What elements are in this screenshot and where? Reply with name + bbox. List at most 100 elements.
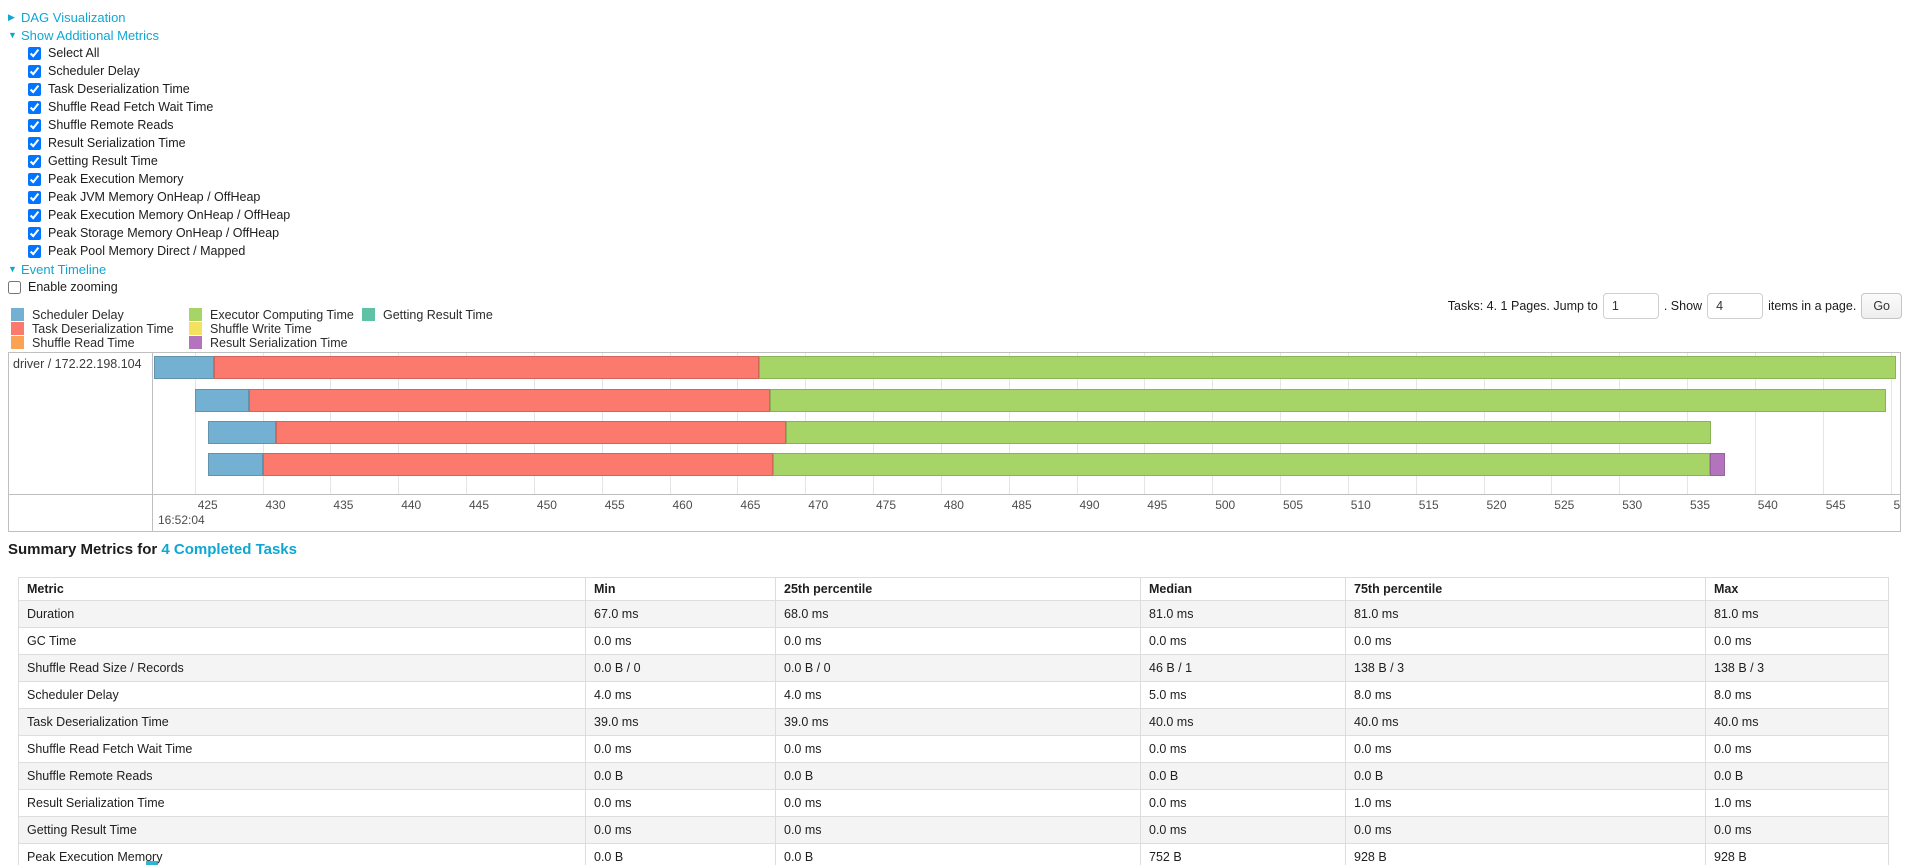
summary-table-body: Duration 67.0 ms 68.0 ms 81.0 ms 81.0 ms 81.0… xyxy=(18,600,1889,865)
event-timeline-link[interactable]: Event Timeline xyxy=(21,261,107,277)
task-pagination: Tasks: 4. 1 Pages. Jump to . Show items … xyxy=(1448,293,1902,319)
task-bar-segment-task_deserialization[interactable] xyxy=(249,388,770,412)
metric-checkbox-peak-pool-memory-direct-mapped[interactable] xyxy=(28,244,41,258)
event-timeline-toggle[interactable]: ▼ Event Timeline xyxy=(8,260,290,278)
dag-visualization-link[interactable]: DAG Visualization xyxy=(21,9,126,25)
shuffle_write-swatch-icon xyxy=(189,322,202,336)
completed-tasks-link[interactable]: 4 Completed Tasks xyxy=(161,541,297,558)
metric-value-cell: 0.0 ms xyxy=(1705,735,1889,763)
legend-entry: Task Deserialization Time xyxy=(11,322,189,336)
metric-name-cell: Task Deserialization Time xyxy=(18,708,586,736)
axis-tick-label: 465 xyxy=(740,498,761,512)
legend-column: Scheduler Delay Task Deserialization Time… xyxy=(11,308,189,350)
enable-zooming-row: Enable zooming xyxy=(8,278,290,296)
legend-label: Shuffle Write Time xyxy=(210,321,312,336)
metric-checkbox-label: Result Serialization Time xyxy=(48,136,186,150)
dag-visualization-toggle[interactable]: ▶ DAG Visualization xyxy=(8,8,290,26)
metric-value-cell: 0.0 B xyxy=(775,762,1141,790)
legend-entry: Scheduler Delay xyxy=(11,308,189,322)
metric-name-cell: Getting Result Time xyxy=(18,816,586,844)
task-bar-segment-scheduler_delay[interactable] xyxy=(154,356,214,379)
legend-entry: Getting Result Time xyxy=(362,308,493,322)
metric-checkbox-scheduler-delay[interactable] xyxy=(28,64,41,78)
metric-checkbox-task-deserialization-time[interactable] xyxy=(28,82,41,96)
summary-metrics-heading: Summary Metrics for 4 Completed Tasks xyxy=(8,541,297,558)
summary-metrics-table: Metric Min 25th percentile Median 75th perce… xyxy=(18,577,1889,865)
task-bar-segment-scheduler_delay[interactable] xyxy=(194,388,249,412)
legend-column: Executor Computing Time Shuffle Write Tim… xyxy=(189,308,362,350)
axis-tick-label: 480 xyxy=(943,498,964,512)
task-bar-segment-task_deserialization[interactable] xyxy=(213,356,760,379)
metric-value-cell: 39.0 ms xyxy=(585,708,776,736)
metric-value-cell: 0.0 B xyxy=(1345,762,1706,790)
timeline-row-label-cell: driver / 172.22.198.104 xyxy=(9,353,153,531)
metric-value-cell: 0.0 ms xyxy=(1705,627,1889,655)
axis-tick-label: 495 xyxy=(1147,498,1168,512)
metric-value-cell: 81.0 ms xyxy=(1345,600,1706,628)
metric-value-cell: 8.0 ms xyxy=(1345,681,1706,709)
task-bar-segment-task_deserialization[interactable] xyxy=(262,453,773,476)
jump-to-page-input[interactable] xyxy=(1602,293,1659,319)
axis-tick-label: 490 xyxy=(1079,498,1100,512)
metric-value-cell: 928 B xyxy=(1705,843,1889,865)
metric-checkbox-row: Getting Result Time xyxy=(28,152,290,170)
metric-checkbox-shuffle-remote-reads[interactable] xyxy=(28,118,41,132)
metric-value-cell: 67.0 ms xyxy=(585,600,776,628)
task-bar-segment-executor_computing[interactable] xyxy=(769,388,1887,412)
event-timeline-chart: driver / 172.22.198.104 425 430 435 440 445 4… xyxy=(8,352,1901,532)
metric-checkbox-result-serialization-time[interactable] xyxy=(28,136,41,150)
legend-label: Result Serialization Time xyxy=(210,335,348,350)
metric-value-cell: 752 B xyxy=(1140,843,1346,865)
metric-value-cell: 0.0 B xyxy=(1140,762,1346,790)
timeline-axis-line xyxy=(9,494,1900,495)
metric-checkbox-peak-storage-memory-onheap-offheap[interactable] xyxy=(28,226,41,240)
summary-row-duration: Duration 67.0 ms 68.0 ms 81.0 ms 81.0 ms 81.0… xyxy=(18,600,1889,628)
task-bar-segment-result_serialization[interactable] xyxy=(1710,453,1725,476)
metric-value-cell: 928 B xyxy=(1345,843,1706,865)
metric-value-cell: 0.0 ms xyxy=(775,789,1141,817)
executor_computing-swatch-icon xyxy=(189,308,202,322)
page-size-input[interactable] xyxy=(1707,293,1764,319)
axis-tick-label: 510 xyxy=(1350,498,1371,512)
metric-checkbox-peak-execution-memory-onheap-offheap[interactable] xyxy=(28,208,41,222)
metric-value-cell: 68.0 ms xyxy=(775,600,1141,628)
axis-tick-label: 525 xyxy=(1554,498,1575,512)
metric-value-cell: 8.0 ms xyxy=(1705,681,1889,709)
metric-value-cell: 0.0 ms xyxy=(1345,816,1706,844)
metric-checkbox-row: Peak Execution Memory xyxy=(28,170,290,188)
metric-checkbox-peak-jvm-memory-onheap-offheap[interactable] xyxy=(28,190,41,204)
metric-value-cell: 0.0 B / 0 xyxy=(775,654,1141,682)
metric-checkbox-peak-execution-memory[interactable] xyxy=(28,172,41,186)
metric-checkbox-select-all[interactable] xyxy=(28,46,41,60)
task-bar-segment-scheduler_delay[interactable] xyxy=(208,453,263,476)
task-bar-segment-task_deserialization[interactable] xyxy=(276,420,787,444)
go-button[interactable]: Go xyxy=(1861,293,1902,319)
collapsed-arrow-icon: ▶ xyxy=(8,11,15,22)
metric-name-cell: Shuffle Read Fetch Wait Time xyxy=(18,735,586,763)
expanded-arrow-icon: ▼ xyxy=(8,30,17,40)
axis-tick-label: 430 xyxy=(265,498,286,512)
legend-entry: Shuffle Read Time xyxy=(11,336,189,350)
legend-entry: Result Serialization Time xyxy=(189,336,362,350)
enable-zooming-checkbox[interactable] xyxy=(8,280,21,294)
metric-checkbox-label: Getting Result Time xyxy=(48,154,158,168)
summary-table-header-row: Metric Min 25th percentile Median 75th perce… xyxy=(18,577,1889,601)
metric-checkbox-getting-result-time[interactable] xyxy=(28,154,41,168)
task-bar-segment-executor_computing[interactable] xyxy=(772,453,1710,476)
show-additional-metrics-toggle[interactable]: ▼ Show Additional Metrics xyxy=(8,26,290,44)
next-section-partial xyxy=(146,861,158,865)
metric-value-cell: 4.0 ms xyxy=(775,681,1141,709)
metric-checkbox-row: Peak Execution Memory OnHeap / OffHeap xyxy=(28,206,290,224)
task-bar-segment-executor_computing[interactable] xyxy=(759,356,1896,379)
axis-tick-label: 475 xyxy=(876,498,897,512)
task-bar-segment-executor_computing[interactable] xyxy=(786,420,1712,444)
task-bar-segment-scheduler_delay[interactable] xyxy=(208,420,277,444)
metric-checkbox-shuffle-read-fetch-wait-time[interactable] xyxy=(28,100,41,114)
timeline-legend: Scheduler Delay Task Deserialization Time… xyxy=(11,308,493,350)
axis-tick-label: 535 xyxy=(1690,498,1711,512)
axis-tick-label: 425 xyxy=(197,498,218,512)
metric-value-cell: 81.0 ms xyxy=(1140,600,1346,628)
legend-entry: Shuffle Write Time xyxy=(189,322,362,336)
show-additional-metrics-link[interactable]: Show Additional Metrics xyxy=(21,27,160,43)
